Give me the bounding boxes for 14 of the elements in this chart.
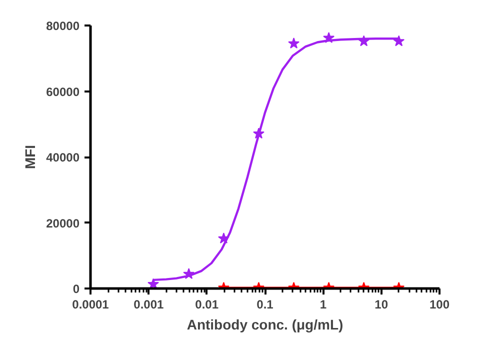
x-tick-label: 100 <box>429 298 450 312</box>
y-axis-title: MFI <box>22 144 38 170</box>
y-tick-label: 60000 <box>46 84 80 99</box>
y-tick-label: 0 <box>72 282 80 296</box>
y-tick-label: 20000 <box>46 216 80 230</box>
x-tick-label: 0.01 <box>195 298 219 312</box>
x-tick-label: 10 <box>374 298 388 312</box>
y-tick-label: 40000 <box>46 150 80 164</box>
y-tick-label: 80000 <box>46 19 80 33</box>
x-axis-title: Antibody conc. (μg/mL) <box>186 316 344 332</box>
x-tick-label: 0.0001 <box>72 298 110 312</box>
x-tick-label: 0.001 <box>134 298 164 312</box>
x-tick-label: 0.1 <box>256 298 274 312</box>
x-tick-label: 1 <box>320 298 327 312</box>
